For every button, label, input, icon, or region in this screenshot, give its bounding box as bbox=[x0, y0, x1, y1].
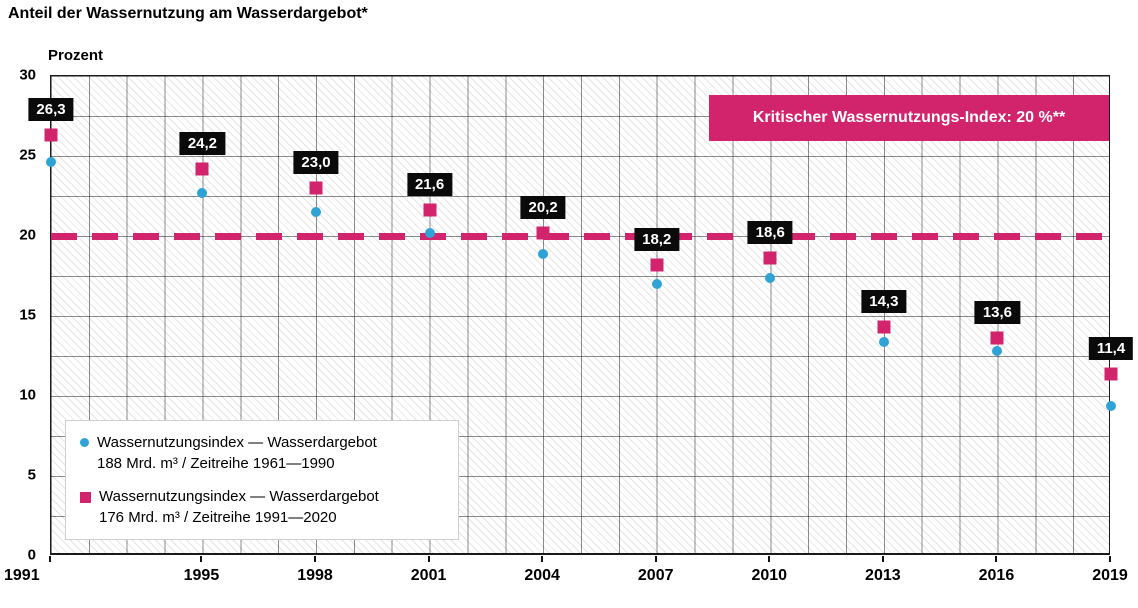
x-tick-2007 bbox=[654, 556, 657, 562]
legend-item-blue-series: Wassernutzungsindex — Wasserdargebot 188… bbox=[80, 432, 444, 474]
x-tick-1995 bbox=[200, 556, 203, 562]
legend: Wassernutzungsindex — Wasserdargebot 188… bbox=[65, 420, 459, 540]
critical-index-banner: Kritischer Wassernutzungs-Index: 20 %** bbox=[709, 95, 1109, 141]
y-axis-labels: 0 5 10 15 20 25 30 bbox=[0, 67, 42, 564]
data-point-circle-2004 bbox=[538, 248, 549, 259]
value-label-2010: 18,6 bbox=[747, 221, 793, 245]
y-tick-label-25: 25 bbox=[19, 146, 36, 164]
x-tick-2004 bbox=[541, 556, 544, 562]
data-point-circle-1991 bbox=[46, 157, 56, 168]
data-point-circle-2013 bbox=[878, 336, 889, 347]
x-tick-label-2010: 2010 bbox=[751, 567, 788, 584]
legend-line: 188 Mrd. m³ / Zeitreihe 1961—1990 bbox=[97, 455, 335, 472]
legend-item-pink-series: Wassernutzungsindex — Wasserdargebot 176… bbox=[80, 486, 444, 528]
value-label-2004: 20,2 bbox=[520, 195, 566, 219]
legend-text-blue-series: Wassernutzungsindex — Wasserdargebot 188… bbox=[97, 432, 377, 474]
value-label-1995: 24,2 bbox=[179, 131, 226, 155]
data-point-circle-2010 bbox=[765, 272, 776, 283]
data-point-circle-2016 bbox=[992, 346, 1003, 357]
x-tick-2001 bbox=[427, 556, 430, 562]
value-label-1991: 26,3 bbox=[28, 98, 74, 122]
data-point-square-1991 bbox=[44, 128, 58, 142]
x-tick-label-2004: 2004 bbox=[524, 567, 560, 584]
value-label-1998: 23,0 bbox=[293, 151, 339, 174]
critical-index-line bbox=[51, 232, 1109, 240]
data-point-square-2001 bbox=[423, 203, 437, 217]
data-point-square-1995 bbox=[195, 162, 209, 176]
data-point-square-2010 bbox=[763, 251, 777, 265]
x-tick-label-2013: 2013 bbox=[865, 567, 901, 584]
y-tick-label-5: 5 bbox=[27, 466, 36, 484]
y-tick-label-10: 10 bbox=[19, 386, 36, 404]
x-tick-label-2016: 2016 bbox=[978, 567, 1015, 584]
y-axis-title: Prozent bbox=[48, 47, 104, 64]
data-point-circle-2001 bbox=[424, 227, 435, 238]
x-tick-2016 bbox=[995, 556, 998, 562]
legend-line: Wassernutzungsindex — Wasserdargebot bbox=[99, 488, 379, 505]
data-point-square-2013 bbox=[877, 320, 891, 334]
legend-text-pink-series: Wassernutzungsindex — Wasserdargebot 176… bbox=[99, 486, 379, 528]
legend-marker-square bbox=[80, 492, 91, 503]
data-point-circle-1995 bbox=[197, 187, 208, 198]
data-point-circle-2007 bbox=[651, 279, 662, 289]
x-tick-2019 bbox=[1109, 556, 1111, 562]
x-tick-label-1991: 1991 bbox=[4, 567, 40, 584]
x-tick-1998 bbox=[314, 556, 316, 562]
data-point-circle-1998 bbox=[311, 207, 321, 217]
x-tick-label-1995: 1995 bbox=[183, 567, 220, 584]
plot-area: Kritischer Wassernutzungs-Index: 20 %** … bbox=[28, 75, 1134, 555]
value-label-2016: 13,6 bbox=[974, 301, 1021, 325]
legend-line: Wassernutzungsindex — Wasserdargebot bbox=[97, 434, 377, 451]
data-point-square-2019 bbox=[1104, 367, 1118, 381]
data-point-circle-2019 bbox=[1106, 400, 1116, 411]
x-tick-2013 bbox=[881, 556, 884, 562]
x-tick-label-1998: 1998 bbox=[297, 567, 333, 584]
data-point-square-2007 bbox=[650, 258, 664, 272]
data-point-square-2004 bbox=[536, 226, 550, 240]
data-point-square-2016 bbox=[990, 331, 1004, 345]
x-tick-label-2019: 2019 bbox=[1092, 567, 1128, 584]
legend-marker-circle bbox=[80, 438, 89, 447]
x-axis-labels: 1991 1995 1998 2001 2004 2007 2010 2013 2016 2019 bbox=[4, 556, 1128, 587]
x-tick-label-2001: 2001 bbox=[410, 567, 447, 584]
value-label-2013: 14,3 bbox=[861, 290, 907, 314]
value-label-2019: 11,4 bbox=[1088, 336, 1134, 360]
x-tick-label-2007: 2007 bbox=[637, 567, 674, 584]
data-point-square-1998 bbox=[309, 181, 323, 195]
x-tick-1991 bbox=[49, 556, 51, 562]
value-label-2007: 18,2 bbox=[634, 227, 680, 251]
y-tick-label-30: 30 bbox=[19, 66, 36, 84]
x-tick-2010 bbox=[768, 556, 771, 562]
legend-line: 176 Mrd. m³ / Zeitreihe 1991—2020 bbox=[99, 509, 337, 526]
y-tick-label-20: 20 bbox=[19, 226, 36, 244]
y-tick-label-15: 15 bbox=[19, 306, 36, 324]
value-label-2001: 21,6 bbox=[406, 173, 453, 197]
y-tick-label-0: 0 bbox=[27, 546, 36, 564]
chart-title: Anteil der Wassernutzung am Wasserdargeb… bbox=[8, 5, 368, 22]
